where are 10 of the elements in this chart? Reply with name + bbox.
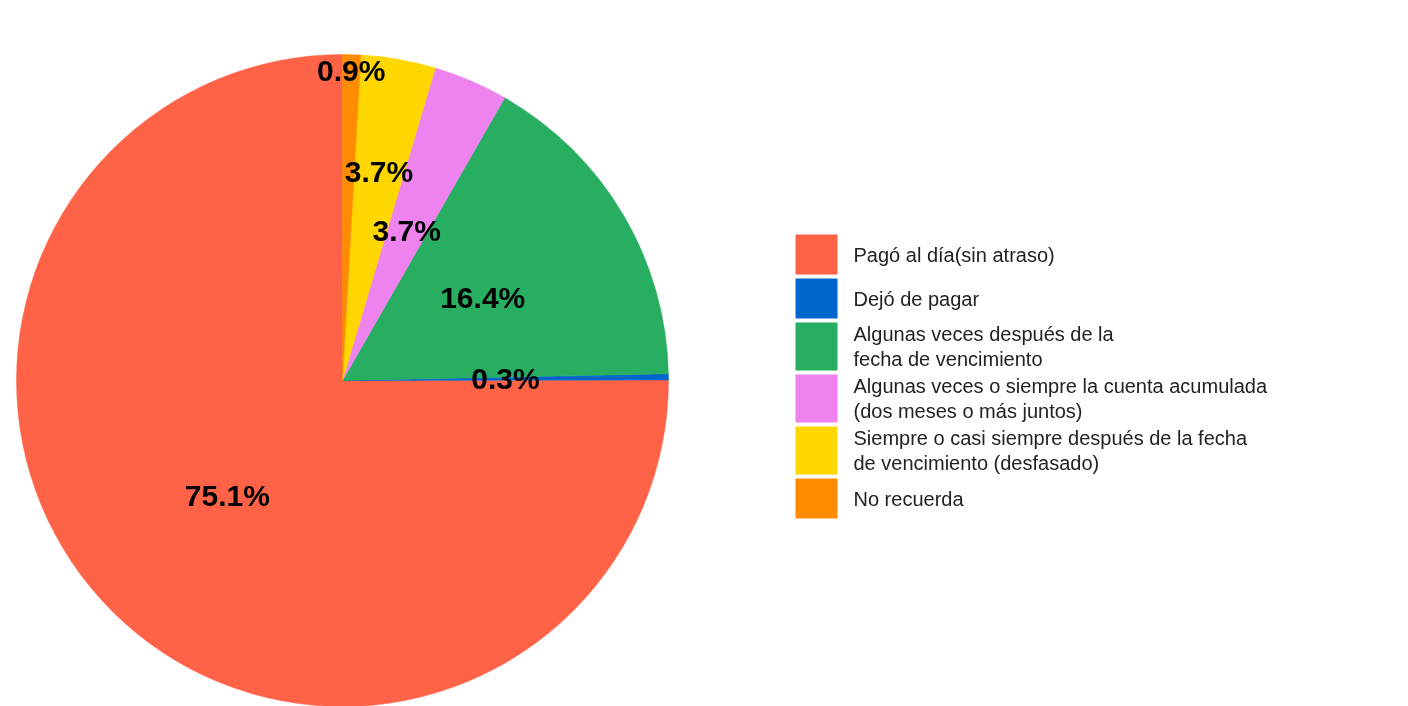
- legend-label: Algunas veces o siempre la cuenta acumulada (dos meses o más juntos): [853, 375, 1268, 422]
- data-label: 75.1%: [184, 479, 270, 513]
- legend-label: Dejó de pagar: [853, 287, 980, 310]
- data-label: 0.3%: [471, 362, 540, 396]
- legend-label: Siempre o casi siempre después de la fecha de vencimiento (desfasado): [853, 427, 1248, 474]
- legend-label: Algunas veces después de la fecha de vencimiento: [853, 323, 1115, 370]
- legend-label: Pagó al día(sin atraso): [853, 243, 1055, 266]
- data-label: 0.9%: [317, 54, 386, 88]
- legend-label: No recuerda: [853, 487, 965, 510]
- data-label: 16.4%: [440, 280, 526, 314]
